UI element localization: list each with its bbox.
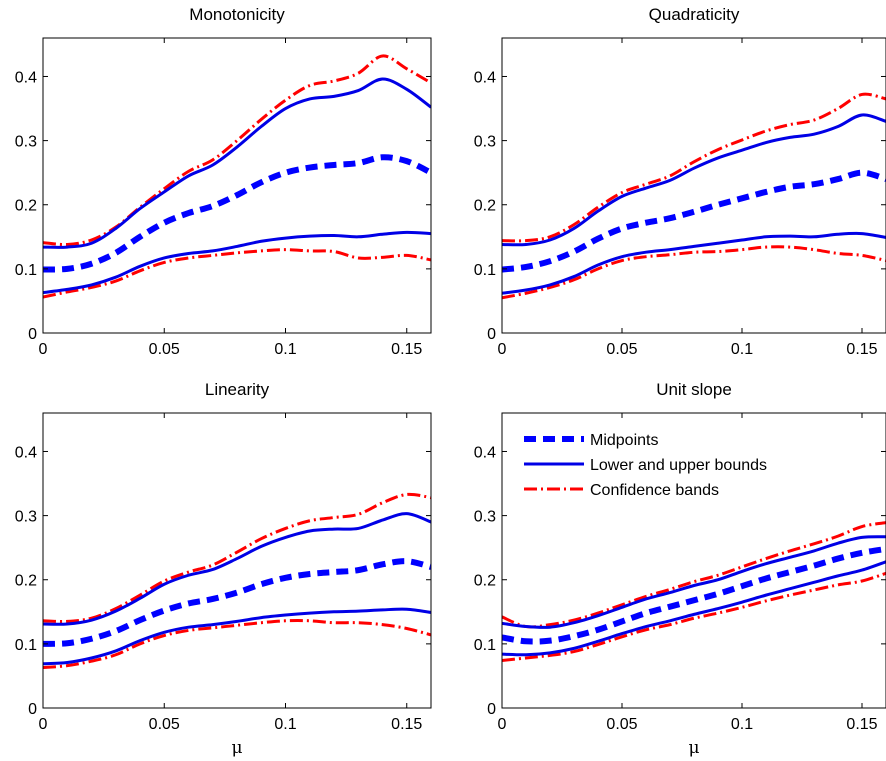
y-tick-label: 0.4: [474, 444, 496, 461]
plot-area: [43, 54, 431, 299]
series-line-lower-band: [43, 619, 431, 670]
y-tick-label: 0: [487, 701, 496, 718]
axes-frame: [501, 37, 886, 334]
series-line-midpoint: [43, 154, 431, 273]
y-tick-label: 0: [28, 326, 37, 343]
y-tick-label: 0: [28, 701, 37, 718]
panel-title: Unit slope: [656, 380, 732, 399]
x-tick-label: 0.05: [606, 341, 637, 358]
panel-linearity: Linearity 0 0.1 0.2 0.3 0.4 0 0.05 0.1 0.15 μ: [15, 380, 432, 758]
panel-title: Monotonicity: [189, 5, 285, 24]
panel-title: Quadraticity: [649, 5, 740, 24]
series-line-lower-bound: [502, 231, 886, 295]
y-tick-label: 0.3: [15, 509, 37, 526]
series-line-upper-bound: [43, 77, 431, 249]
legend: Midpoints Lower and upper bounds Confidenc…: [524, 432, 767, 499]
y-tick-label: 0.3: [474, 134, 496, 151]
axes-frame: [501, 412, 886, 709]
panel-title: Linearity: [205, 380, 270, 399]
y-tick-label: 0.2: [474, 573, 496, 590]
series-line-lower-band: [502, 571, 886, 663]
y-tick-label: 0.4: [15, 444, 37, 461]
x-tick-label: 0.15: [391, 341, 422, 358]
y-tick-label: 0.2: [15, 573, 37, 590]
series-line-lower-band: [502, 245, 886, 300]
x-tick-label: 0.15: [846, 341, 877, 358]
y-tick-label: 0.2: [15, 198, 37, 215]
x-tick-label: 0: [39, 716, 48, 733]
legend-label-band: Confidence bands: [590, 482, 719, 499]
x-tick-label: 0: [498, 341, 507, 358]
y-tick-label: 0.2: [474, 198, 496, 215]
y-tick-label: 0.1: [474, 262, 496, 279]
y-tick-label: 0.3: [15, 134, 37, 151]
x-tick-label: 0.15: [391, 716, 422, 733]
series-line-lower-bound: [43, 607, 431, 666]
y-tick-label: 0.1: [15, 262, 37, 279]
series-line-upper-band: [43, 492, 431, 624]
plot-area: [502, 521, 886, 663]
y-tick-label: 0.4: [474, 69, 496, 86]
x-tick-label: 0.1: [274, 341, 296, 358]
axes-frame: [42, 37, 432, 334]
series-line-upper-bound: [502, 535, 886, 629]
x-axis-label: μ: [231, 738, 242, 758]
plot-area: [43, 492, 431, 670]
legend-label-bound: Lower and upper bounds: [590, 457, 767, 474]
series-line-midpoint: [502, 545, 886, 645]
y-tick-label: 0.4: [15, 69, 37, 86]
series-line-upper-bound: [43, 512, 431, 626]
series-line-upper-band: [43, 54, 431, 247]
x-tick-label: 0.05: [606, 716, 637, 733]
x-tick-label: 0.05: [149, 716, 180, 733]
x-tick-label: 0: [498, 716, 507, 733]
legend-label-midpoint: Midpoints: [590, 432, 658, 449]
axes-frame: [42, 412, 432, 709]
y-tick-label: 0.1: [474, 637, 496, 654]
x-tick-label: 0.05: [149, 341, 180, 358]
x-tick-label: 0.1: [731, 716, 753, 733]
x-axis-label: μ: [688, 738, 699, 758]
panel-quadraticity: Quadraticity 0 0.1 0.2 0.3 0.4 0 0.05 0.1 0.15: [474, 5, 886, 358]
panel-unit-slope: Unit slope 0 0.1 0.2 0.3 0.4 0 0.05 0.1 0.15 μ: [474, 380, 886, 758]
y-tick-label: 0.1: [15, 637, 37, 654]
series-line-midpoint: [43, 558, 431, 647]
series-line-midpoint: [502, 169, 886, 273]
x-tick-label: 0.1: [274, 716, 296, 733]
series-line-lower-band: [43, 248, 431, 299]
panel-monotonicity: Monotonicity 0 0.1 0.2 0.3 0.4 0 0.05 0.1 0.15: [15, 5, 432, 358]
x-tick-label: 0: [39, 341, 48, 358]
series-line-upper-band: [502, 521, 886, 629]
series-line-upper-band: [502, 92, 886, 243]
series-line-upper-bound: [502, 113, 886, 247]
y-tick-label: 0.3: [474, 509, 496, 526]
x-tick-label: 0.15: [846, 716, 877, 733]
x-tick-label: 0.1: [731, 341, 753, 358]
y-tick-label: 0: [487, 326, 496, 343]
series-line-lower-bound: [43, 230, 431, 295]
plot-area: [502, 92, 886, 300]
series-line-lower-bound: [502, 560, 886, 657]
